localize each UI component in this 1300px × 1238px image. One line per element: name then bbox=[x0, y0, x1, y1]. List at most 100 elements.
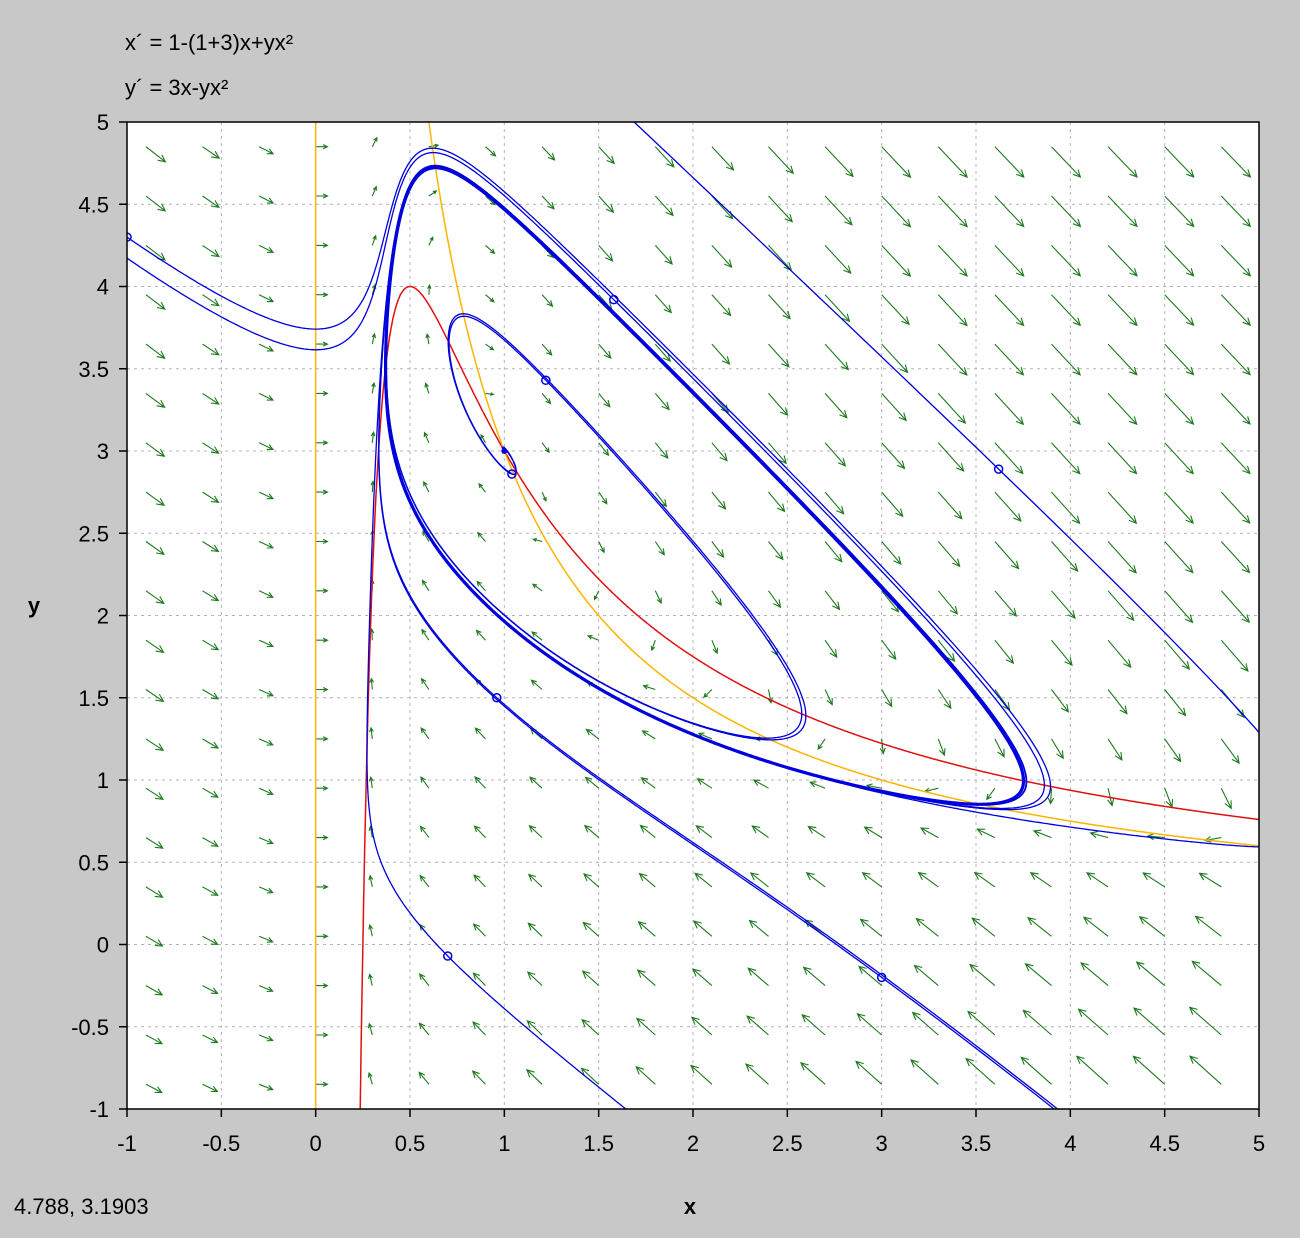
vector-arrow bbox=[937, 294, 968, 327]
vector-arrow bbox=[202, 491, 220, 503]
vector-arrow bbox=[485, 343, 495, 351]
vector-arrow bbox=[1164, 245, 1195, 277]
vector-arrow bbox=[1029, 871, 1052, 888]
vector-arrow bbox=[1107, 343, 1138, 376]
vector-arrow bbox=[654, 146, 675, 168]
vector-arrow bbox=[973, 871, 996, 888]
vector-arrow bbox=[768, 294, 791, 320]
vector-arrow bbox=[937, 689, 952, 710]
vector-arrow bbox=[258, 146, 275, 155]
vector-arrow bbox=[485, 244, 496, 255]
vector-arrow bbox=[258, 985, 274, 993]
vector-arrow bbox=[419, 825, 430, 838]
vector-arrow bbox=[598, 245, 614, 262]
vector-field bbox=[145, 136, 1252, 1094]
vector-arrow bbox=[541, 195, 555, 210]
trajectory-seed-marker bbox=[492, 693, 502, 703]
vector-arrow bbox=[1220, 245, 1252, 277]
y-tick-label: 3 bbox=[97, 439, 109, 464]
vector-arrow bbox=[1164, 541, 1194, 574]
vector-arrow bbox=[863, 826, 882, 839]
vector-arrow bbox=[1220, 787, 1232, 810]
vector-arrow bbox=[861, 871, 883, 888]
vector-arrow bbox=[473, 874, 486, 888]
vector-arrow bbox=[202, 837, 219, 847]
vector-arrow bbox=[913, 964, 939, 987]
vector-arrow bbox=[654, 442, 669, 459]
vector-arrow bbox=[937, 146, 968, 179]
vector-arrow bbox=[1220, 294, 1252, 327]
vector-arrow bbox=[1164, 393, 1195, 426]
vector-arrow bbox=[315, 785, 329, 791]
vector-arrow bbox=[258, 688, 275, 697]
vector-arrow bbox=[937, 491, 963, 520]
vector-arrow bbox=[145, 837, 164, 849]
x-tick-label: 1.5 bbox=[583, 1131, 614, 1156]
vector-arrow bbox=[635, 1017, 656, 1036]
y-tick-label: 0.5 bbox=[78, 850, 109, 875]
vector-arrow bbox=[580, 1067, 600, 1085]
vector-arrow bbox=[145, 442, 166, 458]
y-tick-label: -0.5 bbox=[71, 1015, 109, 1040]
vector-arrow bbox=[474, 776, 486, 789]
vector-arrow bbox=[418, 973, 430, 986]
vector-arrow bbox=[1107, 738, 1123, 761]
vector-arrow bbox=[691, 1016, 713, 1036]
vector-arrow bbox=[258, 935, 274, 943]
vector-arrow bbox=[258, 491, 275, 500]
vector-arrow bbox=[799, 1061, 826, 1085]
vector-arrow bbox=[420, 776, 430, 789]
vector-arrow bbox=[654, 245, 673, 265]
vector-arrow bbox=[639, 824, 656, 839]
vector-arrow bbox=[202, 787, 219, 798]
y-tick-label: 1 bbox=[97, 768, 109, 793]
vector-arrow bbox=[937, 343, 968, 376]
vector-arrow bbox=[881, 146, 912, 179]
vector-arrow bbox=[881, 442, 906, 470]
vector-arrow bbox=[1164, 294, 1195, 327]
vector-arrow bbox=[1051, 442, 1081, 475]
vector-arrow bbox=[368, 973, 373, 986]
vector-arrow bbox=[881, 639, 897, 661]
vector-arrow bbox=[640, 777, 656, 789]
vector-arrow bbox=[1022, 1009, 1052, 1036]
vector-arrow bbox=[635, 1066, 656, 1085]
vector-arrow bbox=[824, 294, 851, 323]
vector-arrow bbox=[541, 491, 547, 503]
vector-arrow bbox=[598, 195, 615, 214]
vector-arrow bbox=[1051, 393, 1081, 426]
vector-arrow bbox=[598, 146, 615, 165]
vector-arrow bbox=[1107, 195, 1138, 228]
vector-arrow bbox=[711, 541, 725, 559]
vector-arrow bbox=[420, 677, 430, 690]
vector-arrow bbox=[1020, 1056, 1052, 1085]
vector-arrow bbox=[994, 639, 1015, 665]
vector-arrow bbox=[202, 935, 219, 945]
vector-arrow bbox=[858, 965, 883, 987]
vector-arrow bbox=[745, 1063, 769, 1085]
vector-arrow bbox=[202, 343, 220, 356]
vector-arrow bbox=[531, 631, 543, 641]
vector-arrow bbox=[472, 923, 486, 937]
vector-arrow bbox=[585, 728, 600, 740]
x-tick-label: 2 bbox=[687, 1131, 699, 1156]
vector-arrow bbox=[598, 393, 611, 408]
vector-arrow bbox=[856, 1012, 883, 1036]
vector-arrow bbox=[367, 1071, 373, 1085]
vector-arrow bbox=[749, 872, 769, 888]
y-tick-label: 0 bbox=[97, 933, 109, 958]
vector-arrow bbox=[994, 442, 1024, 475]
vector-arrow bbox=[937, 195, 968, 228]
vector-arrow bbox=[145, 639, 165, 654]
vector-arrow bbox=[881, 294, 910, 326]
cursor-coordinates: 4.788, 3.1903 bbox=[14, 1194, 149, 1219]
vector-arrow bbox=[1164, 442, 1195, 475]
vector-arrow bbox=[315, 489, 329, 495]
vector-arrow bbox=[584, 776, 600, 789]
vector-arrow bbox=[1107, 442, 1138, 475]
vector-arrow bbox=[971, 917, 996, 937]
vector-arrow bbox=[768, 590, 782, 609]
vector-arrow bbox=[994, 146, 1025, 179]
vector-arrow bbox=[711, 343, 731, 365]
x-tick-label: 1 bbox=[498, 1131, 510, 1156]
